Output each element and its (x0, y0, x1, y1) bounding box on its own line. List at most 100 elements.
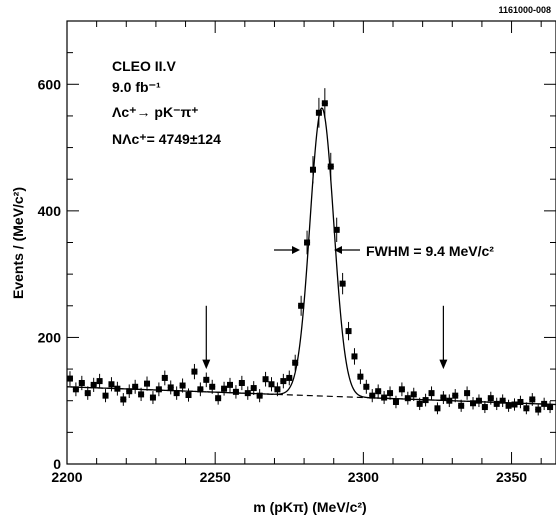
data-point (339, 280, 346, 287)
data-point (66, 375, 73, 382)
data-point (428, 390, 435, 397)
data-point (138, 391, 145, 398)
yield-label: NΛc⁺= 4749±124 (112, 131, 221, 147)
data-point (179, 382, 186, 389)
data-point (404, 395, 411, 402)
data-point (203, 376, 210, 383)
data-point (481, 404, 488, 411)
data-points (66, 88, 554, 416)
data-point (493, 400, 500, 407)
data-point (215, 395, 222, 402)
fwhm-arrowhead-left (292, 246, 300, 254)
data-point (185, 392, 192, 399)
data-point (535, 406, 542, 413)
data-point (345, 328, 352, 335)
fwhm-annotation: FWHM = 9.4 MeV/c² (274, 243, 494, 259)
data-point (523, 405, 530, 412)
data-point (108, 381, 115, 388)
data-point (132, 383, 139, 390)
data-point (321, 100, 328, 107)
data-point (505, 402, 512, 409)
x-axis-label: m (pKπ) (MeV/c²) (253, 499, 366, 515)
data-point (475, 397, 482, 404)
data-point (191, 368, 198, 375)
data-point (244, 390, 251, 397)
data-point (126, 388, 133, 395)
y-axis-title: Events / (MeV/c²) (10, 187, 26, 299)
data-point (256, 392, 263, 399)
data-point (487, 395, 494, 402)
data-point (155, 386, 162, 393)
figure-id: 1161000-008 (498, 5, 551, 15)
data-point (102, 392, 109, 399)
tick-labels: 2200 2250 2300 2350 0 200 400 600 (38, 76, 528, 485)
data-point (250, 385, 257, 392)
data-point (529, 396, 536, 403)
y-tick-label: 200 (38, 329, 62, 345)
data-point (499, 397, 506, 404)
data-point (274, 386, 281, 393)
data-point (227, 381, 233, 388)
data-point (422, 397, 429, 404)
data-point (298, 302, 305, 309)
data-point (434, 405, 441, 412)
axis-ticks (66, 20, 556, 465)
data-point (410, 391, 417, 398)
data-point (286, 374, 293, 381)
data-point (114, 385, 121, 392)
data-point (161, 374, 168, 381)
data-point (209, 383, 216, 390)
data-point (167, 384, 174, 391)
data-point (197, 386, 204, 393)
data-point (268, 381, 275, 388)
experiment-label: CLEO II.V (112, 58, 176, 74)
data-point (369, 392, 376, 399)
data-point (149, 394, 156, 401)
data-point (387, 390, 394, 397)
data-point (541, 400, 548, 407)
data-point (292, 359, 299, 366)
data-point (381, 394, 388, 401)
data-point (547, 404, 554, 411)
signal-region-arrowhead (439, 359, 448, 370)
data-point (144, 380, 151, 387)
data-point (221, 385, 228, 392)
signal-region-markers (202, 305, 448, 370)
data-point (309, 166, 316, 173)
annotation-block: CLEO II.V 9.0 fb⁻¹ Λc⁺→ pK⁻π⁺ NΛc⁺= 4749… (112, 58, 221, 147)
data-point (446, 397, 453, 404)
data-point (470, 400, 477, 407)
data-point (304, 239, 311, 246)
y-axis-label: Events / (MeV/c²) (10, 187, 26, 299)
data-point (315, 109, 322, 116)
data-point (392, 398, 399, 405)
data-point (452, 392, 459, 399)
luminosity-label: 9.0 fb⁻¹ (112, 79, 161, 95)
data-point (351, 353, 358, 360)
data-point (517, 398, 524, 405)
x-tick-label: 2250 (200, 469, 231, 485)
data-point (458, 402, 465, 409)
x-tick-label: 2200 (51, 469, 82, 485)
data-point (90, 381, 97, 388)
data-point (238, 379, 245, 386)
data-point (232, 388, 239, 395)
data-point (280, 378, 287, 385)
data-point (357, 373, 364, 380)
fwhm-arrowhead-right (334, 246, 342, 254)
data-point (416, 400, 423, 407)
data-point (464, 390, 471, 397)
data-point (327, 163, 334, 170)
data-point (120, 396, 127, 403)
data-point (96, 378, 103, 385)
y-tick-label: 400 (38, 203, 62, 219)
y-tick-label: 0 (53, 456, 61, 472)
data-point (398, 386, 405, 393)
x-tick-label: 2350 (496, 469, 527, 485)
decay-label: Λc⁺→ pK⁻π⁺ (112, 104, 199, 120)
data-point (78, 379, 85, 386)
data-point (173, 390, 180, 397)
data-point (375, 388, 382, 395)
data-point (333, 226, 340, 233)
